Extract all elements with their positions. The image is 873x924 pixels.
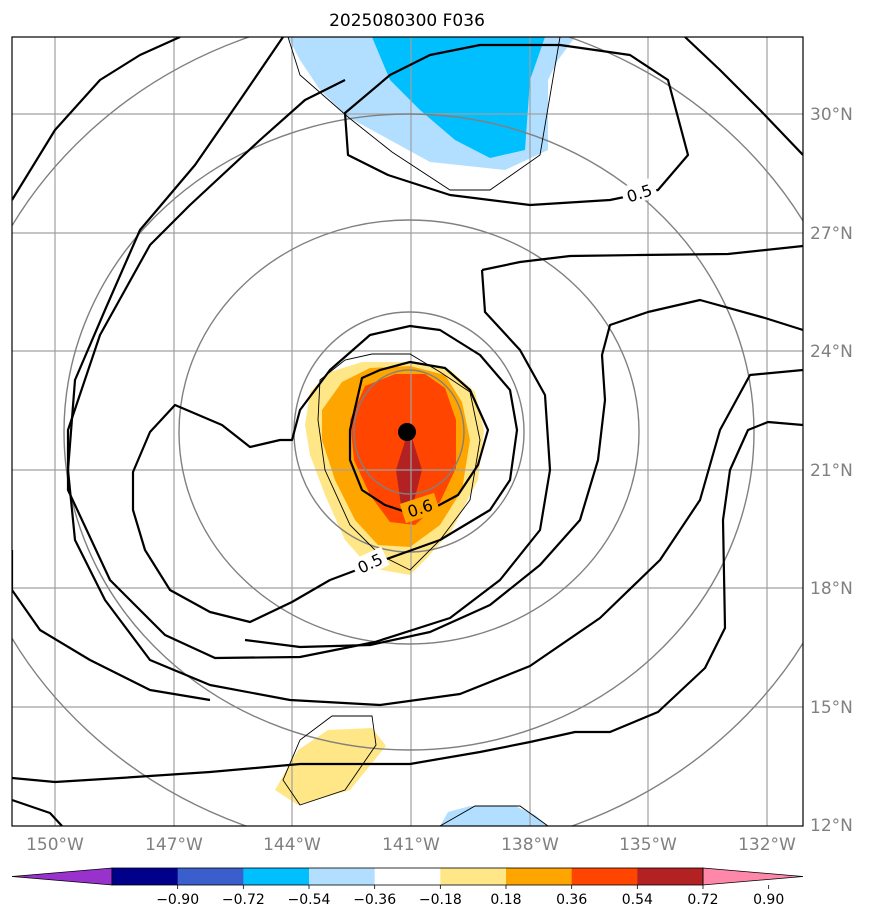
lon-tick-label: 147°W bbox=[145, 835, 203, 855]
thin-contours bbox=[282, 37, 561, 826]
fill-positive-090 bbox=[396, 438, 422, 505]
colorbar-extend-high bbox=[702, 867, 804, 886]
lat-tick-label: 30°N bbox=[810, 105, 853, 125]
colorbar-segment bbox=[243, 868, 310, 885]
bold-contours bbox=[12, 37, 803, 826]
colorbar-segment bbox=[112, 868, 179, 885]
colorbar-extend-low bbox=[11, 867, 113, 886]
colorbar-tick-label: −0.90 bbox=[156, 892, 199, 908]
colorbar-tick-label: −0.54 bbox=[288, 892, 331, 908]
fill-negative-mid-north bbox=[372, 37, 545, 158]
colorbar-tick-label: 0.54 bbox=[622, 892, 653, 908]
lat-tick-label: 15°N bbox=[810, 698, 853, 718]
colorbar-segment bbox=[571, 868, 638, 885]
colorbar-tick-label: 0.36 bbox=[556, 892, 587, 908]
colorbar-outline bbox=[111, 867, 704, 886]
colorbar-tick-label: −0.18 bbox=[419, 892, 462, 908]
range-rings bbox=[12, 37, 803, 826]
lon-axis: 150°W 147°W 144°W 141°W 138°W 135°W 132°… bbox=[26, 835, 796, 855]
lat-tick-label: 12°N bbox=[810, 816, 853, 836]
colorbar-segment bbox=[374, 868, 441, 885]
colorbar-tick-label: 0.72 bbox=[687, 892, 718, 908]
colorbar-tick-label: −0.36 bbox=[353, 892, 396, 908]
lat-tick-label: 21°N bbox=[810, 461, 853, 481]
lon-tick-label: 150°W bbox=[26, 835, 84, 855]
colorbar-tick-label: −0.72 bbox=[222, 892, 265, 908]
map-area bbox=[12, 37, 803, 826]
lon-tick-label: 141°W bbox=[382, 835, 440, 855]
lat-tick-label: 27°N bbox=[810, 224, 853, 244]
lon-tick-label: 144°W bbox=[263, 835, 321, 855]
lon-tick-label: 135°W bbox=[619, 835, 677, 855]
colorbar-segment bbox=[309, 868, 376, 885]
chart-title: 2025080300 F036 bbox=[329, 11, 485, 31]
map-frame bbox=[11, 36, 804, 827]
lat-axis: 30°N 27°N 24°N 21°N 18°N 15°N 12°N bbox=[810, 105, 853, 836]
lat-tick-label: 24°N bbox=[810, 342, 853, 362]
colorbar-tick-label: 0.90 bbox=[753, 892, 784, 908]
storm-center-marker bbox=[398, 423, 416, 441]
colorbar-tick-label: 0.18 bbox=[490, 892, 521, 908]
filled-contours bbox=[275, 37, 575, 826]
colorbar-segment bbox=[506, 868, 573, 885]
colorbar-segment bbox=[177, 868, 244, 885]
colorbar-segment bbox=[637, 868, 704, 885]
lon-tick-label: 138°W bbox=[501, 835, 559, 855]
lat-tick-label: 18°N bbox=[810, 579, 853, 599]
lon-tick-label: 132°W bbox=[738, 835, 796, 855]
colorbar-segment bbox=[440, 868, 507, 885]
colorbar: −0.90 −0.72 −0.54 −0.36 −0.18 0.18 0.36 0.54 0.7… bbox=[11, 867, 804, 908]
